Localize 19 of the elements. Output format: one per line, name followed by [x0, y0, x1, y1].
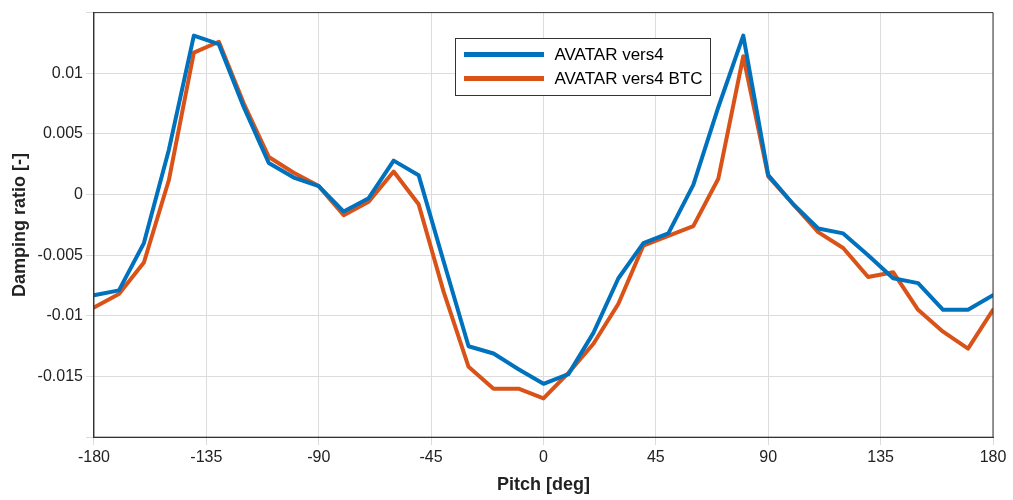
- x-tick-label: -45: [419, 448, 443, 466]
- x-axis-title: Pitch [deg]: [496, 474, 590, 495]
- x-tick-label: 180: [979, 448, 1007, 466]
- x-tick-label: 135: [867, 448, 895, 466]
- y-tick-label: 0.01: [51, 63, 84, 81]
- y-axis-title: Damping ratio [-]: [8, 152, 29, 297]
- x-tick-label: -180: [77, 448, 111, 466]
- y-tick-label: -0.005: [37, 245, 84, 263]
- x-tick-label: -135: [190, 448, 223, 466]
- y-tick-label: 0.005: [42, 124, 84, 142]
- legend-label: AVATAR vers4 BTC: [554, 68, 703, 89]
- y-tick-label: 0: [74, 184, 84, 202]
- y-tick-label: -0.015: [37, 366, 84, 384]
- legend-label: AVATAR vers4: [554, 44, 664, 65]
- x-tick-label: 0: [539, 448, 549, 466]
- x-tick-label: -90: [307, 448, 331, 466]
- x-tick-label: 45: [646, 448, 665, 466]
- x-tick-label: 90: [759, 448, 778, 466]
- y-tick-label: -0.01: [46, 306, 84, 324]
